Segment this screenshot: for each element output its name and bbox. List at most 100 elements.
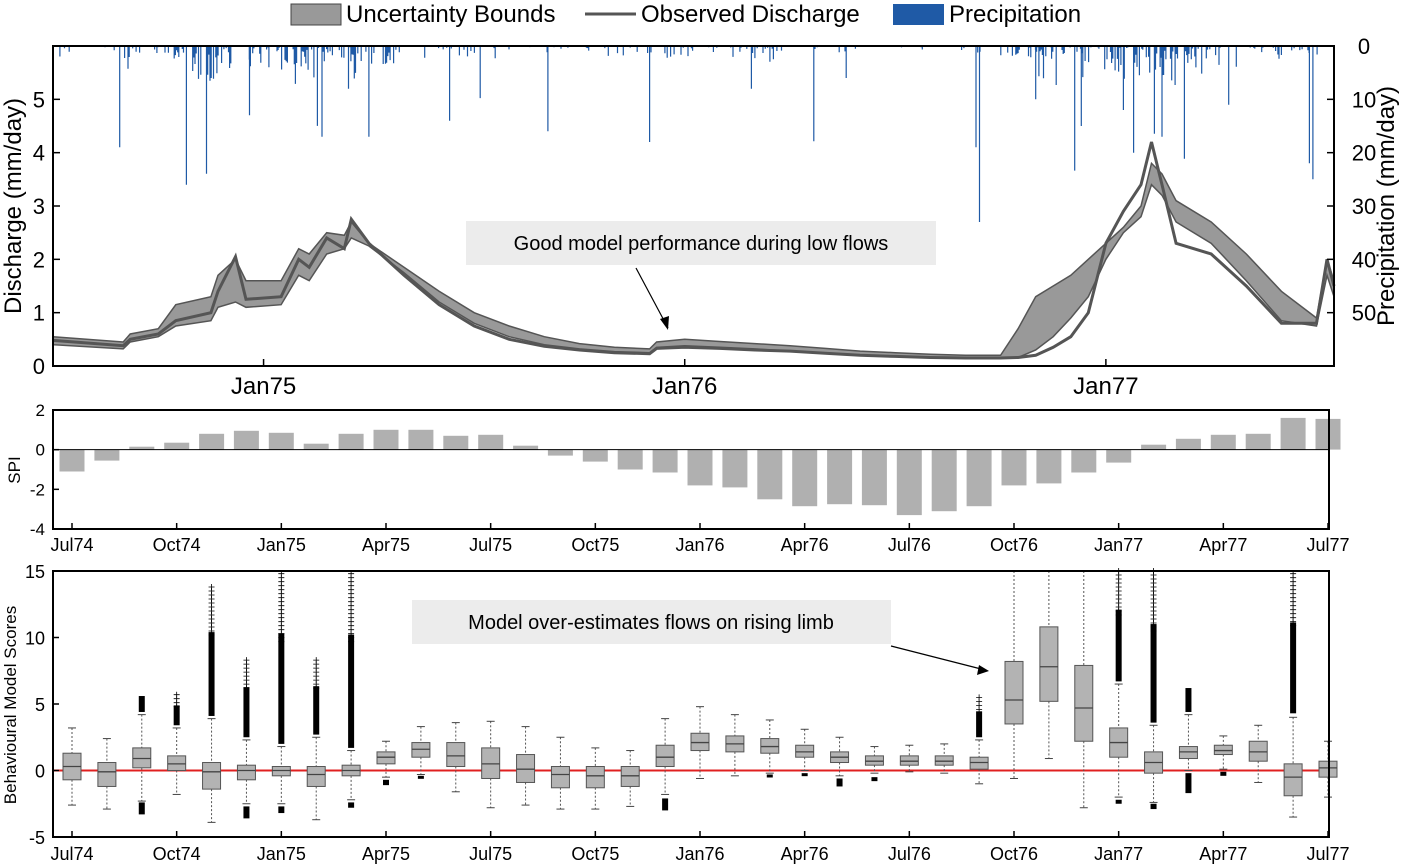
spi-bar [478, 434, 504, 450]
precipitation-y-tick-label: 0 [1358, 34, 1370, 59]
box-iqr [236, 764, 256, 781]
box-plot [830, 736, 850, 787]
spi-x-tick-label: Apr75 [362, 535, 410, 555]
spi-bar [164, 442, 190, 450]
box-y-tick-label: 15 [25, 562, 45, 582]
spi-x-tick-label: Jul77 [1306, 535, 1349, 555]
box-iqr [969, 756, 989, 770]
box-plots [62, 568, 1338, 823]
precipitation-y-tick-label: 30 [1352, 194, 1376, 219]
box-outlier-band [836, 778, 843, 787]
box-outlier-band [313, 686, 320, 735]
spi-bar [199, 433, 225, 450]
box-plot [1178, 688, 1198, 794]
box-outlier-marker [313, 685, 320, 692]
box-plot [934, 743, 954, 774]
box-x-tick-label: Jan77 [1094, 844, 1143, 864]
spi-bar [827, 449, 853, 505]
box-x-tick-label: Jul76 [888, 844, 931, 864]
box-outlier-band [348, 634, 355, 748]
box-plot [760, 719, 780, 778]
box-x-tick-label: Oct76 [990, 844, 1038, 864]
spi-bar [931, 449, 957, 512]
box-outlier-band [208, 632, 215, 716]
legend-precipitation-label: Precipitation [949, 1, 1081, 28]
box-iqr [760, 738, 780, 754]
spi-x-tick-label: Jul76 [888, 535, 931, 555]
spi-x-axis: Jul74 Oct74 Jan75 Apr75 Jul75 Oct75 Jan76 Apr76… [50, 523, 1350, 555]
spi-bar [792, 449, 818, 507]
box-y-axis-label: Behavioural Model Scores [1, 606, 20, 804]
box-outlier-band [243, 806, 250, 819]
box-plot [1248, 724, 1268, 783]
precipitation-y-tick-label: 50 [1352, 301, 1376, 326]
spi-bar [129, 446, 155, 450]
box-plot [446, 722, 466, 793]
spi-bar [722, 449, 748, 488]
discharge-panel: 0 1 2 3 4 5 0 10 20 30 40 50 Jan75 Jan76 Jan77 Disch… [0, 34, 1400, 400]
box-outlier-band [138, 802, 145, 815]
box-outlier-band [766, 774, 773, 778]
rising-limb-annotation-box [412, 600, 891, 644]
box-y-tick-label: 5 [35, 695, 45, 715]
box-x-tick-label: Jul75 [469, 844, 512, 864]
spi-x-tick-label: Jul75 [469, 535, 512, 555]
box-y-tick-label: 10 [25, 629, 45, 649]
spi-y-tick-label: -4 [30, 520, 45, 539]
box-iqr [899, 755, 919, 766]
spi-x-tick-label: Oct74 [153, 535, 201, 555]
spi-y-tick-label: 2 [36, 401, 45, 420]
box-plot [411, 726, 431, 779]
spi-plot-frame [52, 409, 1330, 530]
box-outlier-band [1115, 799, 1122, 804]
box-x-tick-label: Apr76 [781, 844, 829, 864]
box-plot [236, 657, 256, 819]
box-iqr [376, 751, 396, 765]
box-plot [1109, 568, 1129, 804]
precipitation-series [59, 46, 1318, 222]
precipitation-y-tick-label: 10 [1352, 87, 1376, 112]
box-iqr [690, 732, 710, 752]
box-outlier-marker [1115, 612, 1122, 618]
box-outlier-marker [1150, 628, 1157, 634]
box-plot [795, 728, 815, 777]
legend-uncertainty-swatch [290, 3, 342, 26]
discharge-y-axis: 0 1 2 3 4 5 [33, 87, 60, 379]
box-plot [585, 747, 605, 810]
box-plot [1074, 571, 1094, 809]
discharge-y-tick-label: 2 [33, 247, 45, 272]
spi-x-tick-label: Jan75 [257, 535, 306, 555]
rising-limb-annotation-arrowhead [977, 665, 989, 675]
legend-uncertainty-label: Uncertainty Bounds [346, 1, 555, 28]
box-plot [864, 746, 884, 782]
box-plot [620, 750, 640, 807]
box-plot [306, 657, 326, 821]
precipitation-bars [59, 46, 1318, 222]
box-iqr [1283, 763, 1303, 797]
spi-bar [1210, 434, 1236, 450]
box-plot [1039, 571, 1059, 760]
box-iqr [1074, 664, 1094, 742]
spi-bar [652, 449, 678, 473]
box-plot [132, 696, 152, 815]
box-plot [97, 738, 117, 810]
spi-x-tick-label: Oct76 [990, 535, 1038, 555]
box-outlier-band [1290, 622, 1297, 714]
discharge-y-axis-label: Discharge (mm/day) [0, 98, 27, 314]
box-plot [725, 714, 745, 777]
box-outlier-band [871, 777, 878, 782]
spi-bar [896, 449, 922, 516]
box-plot [550, 736, 570, 810]
spi-x-tick-label: Oct75 [571, 535, 619, 555]
box-outlier-marker [208, 632, 215, 638]
box-iqr [132, 747, 152, 769]
box-outlier-band [348, 802, 355, 808]
spi-bar [617, 449, 643, 470]
spi-bar [966, 449, 992, 507]
box-iqr [655, 744, 675, 768]
box-plot [969, 694, 989, 785]
spi-x-tick-label: Jan76 [675, 535, 724, 555]
box-iqr [446, 742, 466, 768]
